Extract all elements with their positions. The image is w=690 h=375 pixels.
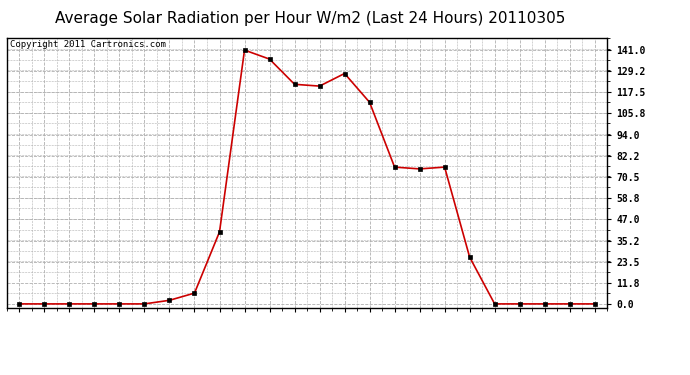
- Text: 18:00: 18:00: [464, 311, 475, 340]
- Text: 19:00: 19:00: [490, 311, 500, 340]
- Text: 23:00: 23:00: [590, 311, 600, 340]
- Text: 03:00: 03:00: [90, 311, 99, 340]
- Text: 05:00: 05:00: [139, 311, 150, 340]
- Text: 22:00: 22:00: [564, 311, 575, 340]
- Text: 21:00: 21:00: [540, 311, 550, 340]
- Text: 14:00: 14:00: [364, 311, 375, 340]
- Text: 17:00: 17:00: [440, 311, 450, 340]
- Text: 16:00: 16:00: [415, 311, 424, 340]
- Text: 10:00: 10:00: [264, 311, 275, 340]
- Text: 04:00: 04:00: [115, 311, 124, 340]
- Text: 06:00: 06:00: [164, 311, 175, 340]
- Text: 11:00: 11:00: [290, 311, 299, 340]
- Text: 15:00: 15:00: [390, 311, 400, 340]
- Text: 13:00: 13:00: [339, 311, 350, 340]
- Text: Average Solar Radiation per Hour W/m2 (Last 24 Hours) 20110305: Average Solar Radiation per Hour W/m2 (L…: [55, 11, 566, 26]
- Text: 12:00: 12:00: [315, 311, 324, 340]
- Text: 01:00: 01:00: [39, 311, 50, 340]
- Text: Copyright 2011 Cartronics.com: Copyright 2011 Cartronics.com: [10, 40, 166, 49]
- Text: 00:00: 00:00: [14, 311, 24, 340]
- Text: 20:00: 20:00: [515, 311, 524, 340]
- Text: 02:00: 02:00: [64, 311, 75, 340]
- Text: 07:00: 07:00: [190, 311, 199, 340]
- Text: 09:00: 09:00: [239, 311, 250, 340]
- Text: 08:00: 08:00: [215, 311, 224, 340]
